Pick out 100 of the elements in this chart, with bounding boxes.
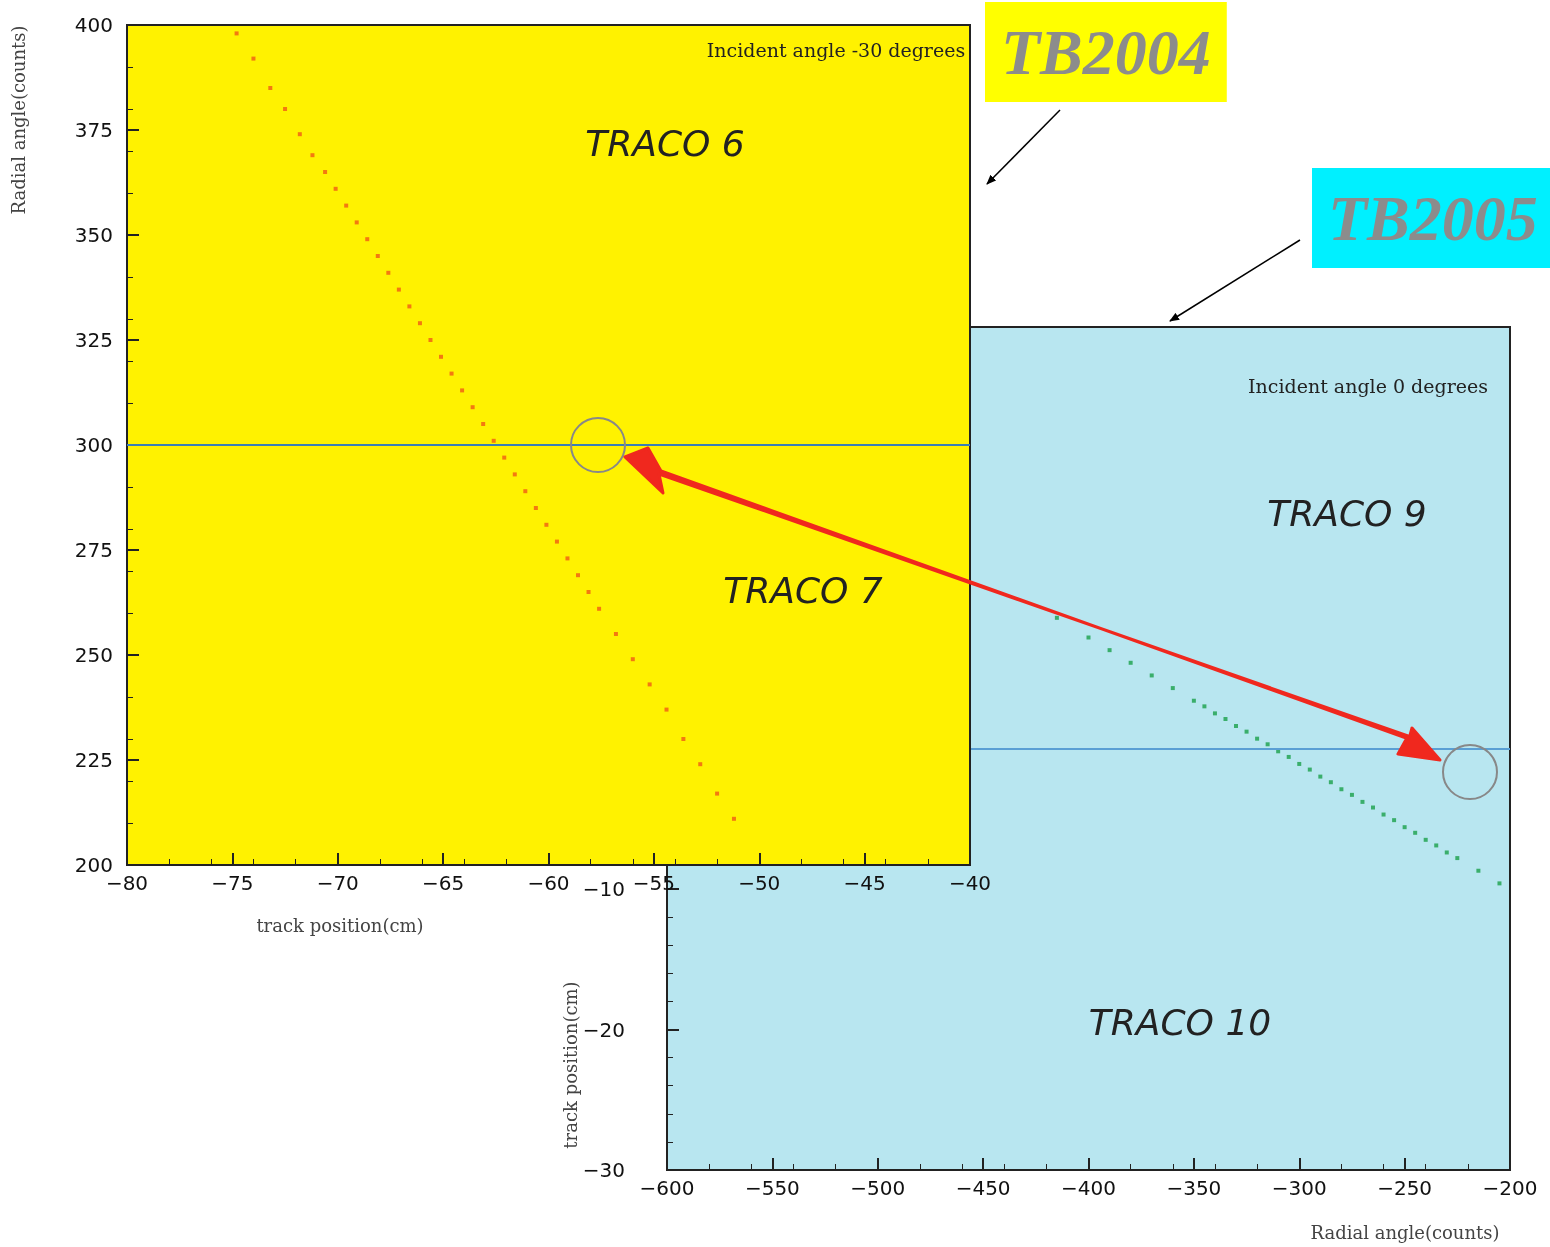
point [283,107,288,111]
y-tick-label: 350 [74,223,113,247]
x-tick-label: −200 [1482,1176,1538,1200]
x-axis-title: track position(cm) [256,914,424,936]
point [1318,774,1323,779]
point [1434,843,1439,848]
point [365,237,370,242]
point [1128,660,1133,665]
y-tick-label: 325 [74,328,113,352]
point [491,438,496,443]
y-axis-title: track position(cm) [559,981,581,1149]
point [460,388,465,393]
point [1307,767,1312,772]
point [1244,729,1249,734]
point [1054,615,1059,620]
point [647,682,652,687]
point [251,56,256,61]
point [1328,780,1333,785]
x-tick-label: −70 [316,871,359,895]
point [1107,648,1112,653]
point [1423,837,1428,842]
point [481,422,486,426]
x-tick-label: −60 [527,871,570,895]
point [1444,850,1449,855]
point [1349,792,1354,797]
annotation: TRACO 10 [1088,1001,1272,1043]
point [512,472,517,477]
annotation: Incident angle 0 degrees [1248,375,1488,397]
y-tick-label: 400 [74,13,113,37]
point [502,455,507,460]
x-tick-label: −250 [1377,1176,1433,1200]
point [268,86,273,90]
point [1381,812,1386,817]
point [1455,856,1460,861]
x-tick-label: −600 [639,1176,695,1200]
point [1497,881,1502,886]
y-tick-label: 275 [74,538,113,562]
point [1223,716,1228,721]
point [1476,868,1481,873]
point [1202,704,1207,709]
point [1297,761,1302,766]
point [715,791,720,796]
x-tick-label: −50 [738,871,781,895]
point [1212,711,1217,716]
y-tick-label: −20 [582,1017,625,1042]
text: TB2004 [1001,16,1211,88]
point [1255,736,1260,741]
x-tick-label: −300 [1271,1176,1327,1200]
point [523,489,528,494]
point [533,506,538,510]
annotation: TRACO 6 [585,122,745,164]
x-tick-label: −75 [211,871,254,895]
point [1234,724,1239,729]
annotation: TRACO 7 [723,569,883,611]
y-tick-label: 225 [74,748,113,772]
point [1392,818,1397,823]
x-tick-label: −550 [744,1176,800,1200]
y-tick-label: 250 [74,643,113,667]
point [1339,787,1344,792]
y-tick-label: −30 [582,1158,625,1182]
point [407,304,412,309]
x-tick-label: −500 [850,1176,906,1200]
point [1149,673,1154,678]
point [1170,686,1175,691]
point [565,556,570,561]
x-tick-label: −45 [843,871,886,895]
point [234,31,239,36]
point [613,632,618,636]
point [297,132,302,137]
point [449,371,454,376]
annotation: TRACO 9 [1267,492,1427,534]
point [396,287,401,292]
point [731,816,736,821]
point [417,321,422,326]
y-tick-label: 375 [74,118,113,142]
x-tick-label: −450 [955,1176,1011,1200]
point [630,657,635,662]
point [1360,799,1365,804]
point [323,170,328,174]
point [576,573,581,578]
point [664,707,669,712]
point [597,606,602,611]
point [428,338,433,342]
point [681,737,686,741]
point [354,220,359,225]
point [333,186,338,191]
y-axis-title: Radial angle(counts) [7,25,29,215]
point [439,354,444,359]
point [1371,805,1376,810]
x-tick-label: −400 [1061,1176,1116,1200]
point [1413,830,1418,835]
point [1086,635,1091,640]
x-tick-label: −40 [948,871,992,895]
annotation: Incident angle -30 degrees [706,39,966,61]
point [1402,825,1407,830]
y-tick-label: 300 [74,433,113,457]
x-tick-label: −65 [422,871,465,895]
chart-title: TB2005 [1328,182,1538,254]
point [698,762,703,767]
point [386,270,391,275]
